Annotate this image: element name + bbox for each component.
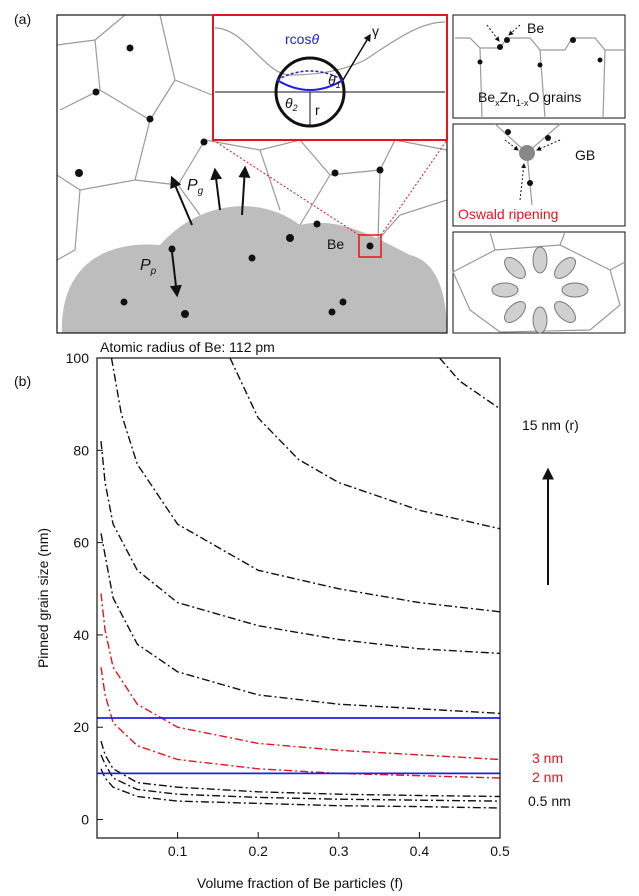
subscript: 2 xyxy=(292,103,298,113)
arrow xyxy=(504,139,519,151)
arrow xyxy=(169,251,182,298)
ripening-label: Oswald ripening xyxy=(458,206,558,222)
annotation: 0.5 nm xyxy=(528,793,571,809)
symbol: P xyxy=(140,257,151,274)
arrow xyxy=(238,165,251,216)
arrow xyxy=(508,24,521,36)
y-tick-label: 40 xyxy=(73,627,89,643)
grain-boundary xyxy=(214,21,446,76)
radius-label: r xyxy=(315,102,320,118)
grain-boundary xyxy=(452,231,626,333)
grain-boundary xyxy=(455,37,625,119)
annotation: Atomic radius of Be: 112 pm xyxy=(100,339,275,355)
text: O grains xyxy=(528,89,581,105)
force-label: Pp xyxy=(140,257,157,277)
y-tick-label: 20 xyxy=(73,719,89,735)
angle-label: θ2 xyxy=(285,95,298,113)
plot-frame xyxy=(96,357,501,839)
y-tick-label: 60 xyxy=(73,535,89,551)
x-tick-label: 0.3 xyxy=(329,843,349,859)
side-panel xyxy=(452,14,626,119)
panel-label: (b) xyxy=(14,373,31,389)
symbol: θ xyxy=(311,31,319,47)
tension-arrow xyxy=(342,33,371,81)
series-line xyxy=(100,667,500,779)
text: rcos xyxy=(285,31,311,47)
text: Be xyxy=(478,89,495,105)
x-tick-label: 0.2 xyxy=(248,843,268,859)
angle-label: θ1 xyxy=(328,72,341,90)
arrow xyxy=(536,139,561,151)
series-line xyxy=(100,593,500,761)
zoom-line xyxy=(380,139,448,236)
subscript: p xyxy=(150,266,157,277)
contact-line xyxy=(276,70,344,81)
annotation: 3 nm xyxy=(532,750,563,766)
subscript: 1 xyxy=(336,80,341,90)
arrow xyxy=(170,175,193,226)
series-line xyxy=(110,358,500,613)
zoom-line xyxy=(212,139,360,236)
annotation: 2 nm xyxy=(532,769,563,785)
series-line xyxy=(100,768,500,809)
series-line xyxy=(100,740,500,798)
series-line xyxy=(229,358,500,530)
particles xyxy=(491,246,589,334)
subscript: 1-x xyxy=(516,98,529,108)
arrow xyxy=(519,163,527,201)
force-label: Pg xyxy=(187,177,204,197)
arrow xyxy=(210,167,223,211)
grains-label: BexZn1-xO grains xyxy=(478,89,581,108)
highlight-box xyxy=(358,234,382,258)
panel-label: (a) xyxy=(14,11,31,27)
grain-network xyxy=(57,15,447,333)
series-line xyxy=(100,441,500,655)
be-label: Be xyxy=(527,20,544,36)
gamma-label: γ xyxy=(372,23,379,39)
symbol: P xyxy=(187,177,198,194)
series-line xyxy=(100,754,500,802)
x-tick-label: 0.4 xyxy=(410,843,430,859)
contact-line xyxy=(276,79,344,91)
particle xyxy=(519,145,535,161)
x-tick-label: 0.1 xyxy=(168,843,188,859)
series-line xyxy=(439,358,500,410)
y-tick-label: 100 xyxy=(66,350,90,366)
grain xyxy=(61,206,447,333)
gb-label: GB xyxy=(575,147,595,163)
subscript: g xyxy=(198,186,204,197)
symbol: θ xyxy=(285,95,293,111)
text: Zn xyxy=(500,89,516,105)
series-group xyxy=(97,358,500,809)
plot xyxy=(97,358,500,809)
symbol: θ xyxy=(328,72,336,88)
x-tick-label: 0.5 xyxy=(490,843,510,859)
y-tick-label: 80 xyxy=(73,442,89,458)
be-label: Be xyxy=(327,236,344,252)
arrow xyxy=(486,24,500,42)
side-panel xyxy=(452,123,626,227)
y-axis-label: Pinned grain size (nm) xyxy=(35,528,51,668)
subscript: x xyxy=(495,98,500,108)
annotation: 15 nm (r) xyxy=(522,417,579,433)
rcos-label: rcosθ xyxy=(285,31,319,47)
x-axis-label: Volume fraction of Be particles (f) xyxy=(197,875,403,891)
series-line xyxy=(100,533,500,715)
y-tick-label: 0 xyxy=(81,812,89,828)
